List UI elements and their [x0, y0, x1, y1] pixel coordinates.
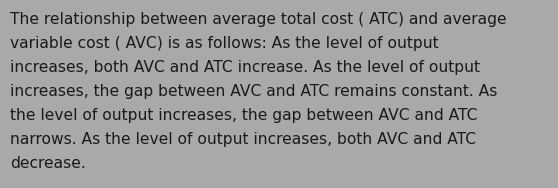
- Text: variable cost ( AVC) is as follows: As the level of output: variable cost ( AVC) is as follows: As t…: [10, 36, 439, 51]
- Text: increases, the gap between AVC and ATC remains constant. As: increases, the gap between AVC and ATC r…: [10, 84, 497, 99]
- Text: decrease.: decrease.: [10, 156, 86, 171]
- Text: increases, both AVC and ATC increase. As the level of output: increases, both AVC and ATC increase. As…: [10, 60, 480, 75]
- Text: The relationship between average total cost ( ATC) and average: The relationship between average total c…: [10, 12, 507, 27]
- Text: narrows. As the level of output increases, both AVC and ATC: narrows. As the level of output increase…: [10, 132, 476, 147]
- Text: the level of output increases, the gap between AVC and ATC: the level of output increases, the gap b…: [10, 108, 478, 123]
